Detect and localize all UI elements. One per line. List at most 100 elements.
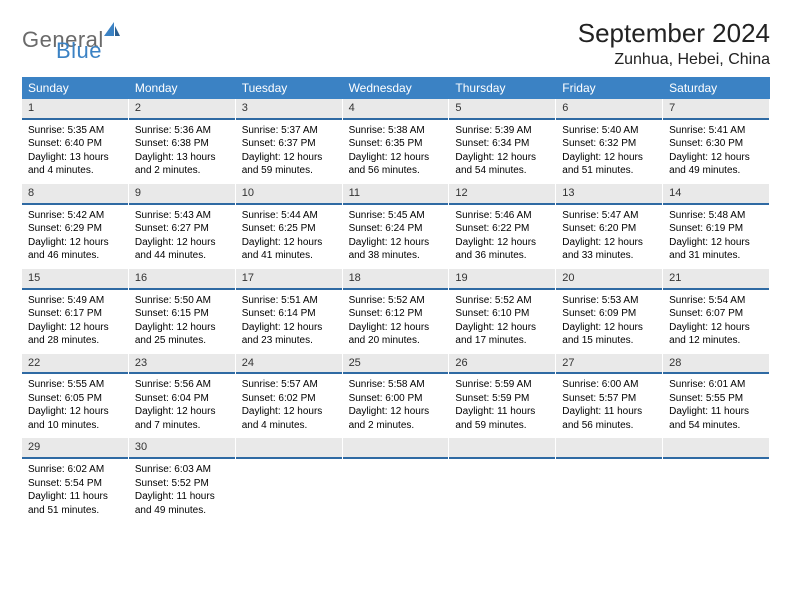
day-body: Sunrise: 5:41 AMSunset: 6:30 PMDaylight:… — [663, 120, 769, 184]
day-sunrise: Sunrise: 6:01 AM — [669, 378, 763, 392]
calendar-cell: 8Sunrise: 5:42 AMSunset: 6:29 PMDaylight… — [22, 184, 129, 269]
title-block: September 2024 Zunhua, Hebei, China — [578, 18, 770, 69]
calendar-cell: 22Sunrise: 5:55 AMSunset: 6:05 PMDayligh… — [22, 354, 129, 439]
calendar-cell: 19Sunrise: 5:52 AMSunset: 6:10 PMDayligh… — [449, 269, 556, 354]
day-day2: and 51 minutes. — [562, 164, 656, 178]
day-body: Sunrise: 5:46 AMSunset: 6:22 PMDaylight:… — [449, 205, 555, 269]
day-day1: Daylight: 12 hours — [349, 321, 443, 335]
day-body: Sunrise: 5:50 AMSunset: 6:15 PMDaylight:… — [129, 290, 235, 354]
day-body: Sunrise: 5:52 AMSunset: 6:12 PMDaylight:… — [343, 290, 449, 354]
day-sunset: Sunset: 6:24 PM — [349, 222, 443, 236]
day-body: Sunrise: 5:45 AMSunset: 6:24 PMDaylight:… — [343, 205, 449, 269]
day-sunrise: Sunrise: 5:59 AM — [455, 378, 549, 392]
day-number: 12 — [449, 184, 555, 205]
day-day2: and 56 minutes. — [349, 164, 443, 178]
day-number: 22 — [22, 354, 128, 375]
day-number: 5 — [449, 99, 555, 120]
day-day2: and 15 minutes. — [562, 334, 656, 348]
calendar-cell: 4Sunrise: 5:38 AMSunset: 6:35 PMDaylight… — [343, 99, 450, 184]
day-number: 29 — [22, 438, 128, 459]
day-number: 3 — [236, 99, 342, 120]
day-number: 30 — [129, 438, 235, 459]
logo-sail-icon — [102, 20, 122, 43]
day-body: Sunrise: 5:51 AMSunset: 6:14 PMDaylight:… — [236, 290, 342, 354]
calendar-cell — [236, 438, 343, 523]
day-day2: and 41 minutes. — [242, 249, 336, 263]
day-number — [449, 438, 555, 459]
day-body — [236, 459, 342, 519]
day-body: Sunrise: 5:40 AMSunset: 6:32 PMDaylight:… — [556, 120, 662, 184]
day-day1: Daylight: 12 hours — [242, 151, 336, 165]
location-label: Zunhua, Hebei, China — [578, 51, 770, 69]
calendar-cell: 25Sunrise: 5:58 AMSunset: 6:00 PMDayligh… — [343, 354, 450, 439]
day-day1: Daylight: 12 hours — [455, 236, 549, 250]
day-sunset: Sunset: 6:00 PM — [349, 392, 443, 406]
day-day2: and 2 minutes. — [135, 164, 229, 178]
day-day2: and 25 minutes. — [135, 334, 229, 348]
day-sunrise: Sunrise: 5:36 AM — [135, 124, 229, 138]
calendar-cell: 28Sunrise: 6:01 AMSunset: 5:55 PMDayligh… — [663, 354, 770, 439]
day-day2: and 20 minutes. — [349, 334, 443, 348]
day-sunset: Sunset: 6:29 PM — [28, 222, 122, 236]
day-sunset: Sunset: 6:35 PM — [349, 137, 443, 151]
day-number: 1 — [22, 99, 128, 120]
day-day1: Daylight: 11 hours — [28, 490, 122, 504]
day-body: Sunrise: 5:58 AMSunset: 6:00 PMDaylight:… — [343, 374, 449, 438]
day-sunset: Sunset: 5:54 PM — [28, 477, 122, 491]
day-day1: Daylight: 11 hours — [455, 405, 549, 419]
day-body: Sunrise: 5:47 AMSunset: 6:20 PMDaylight:… — [556, 205, 662, 269]
day-number: 24 — [236, 354, 342, 375]
day-sunset: Sunset: 6:22 PM — [455, 222, 549, 236]
day-sunset: Sunset: 6:38 PM — [135, 137, 229, 151]
calendar-cell: 3Sunrise: 5:37 AMSunset: 6:37 PMDaylight… — [236, 99, 343, 184]
calendar-cell: 21Sunrise: 5:54 AMSunset: 6:07 PMDayligh… — [663, 269, 770, 354]
calendar-cell: 15Sunrise: 5:49 AMSunset: 6:17 PMDayligh… — [22, 269, 129, 354]
day-day2: and 4 minutes. — [242, 419, 336, 433]
calendar-cell: 17Sunrise: 5:51 AMSunset: 6:14 PMDayligh… — [236, 269, 343, 354]
day-day1: Daylight: 11 hours — [669, 405, 763, 419]
day-day2: and 31 minutes. — [669, 249, 763, 263]
day-day1: Daylight: 12 hours — [562, 151, 656, 165]
weekday-header: Friday — [556, 77, 663, 99]
day-sunrise: Sunrise: 5:52 AM — [455, 294, 549, 308]
weekday-header: Thursday — [449, 77, 556, 99]
day-body: Sunrise: 5:37 AMSunset: 6:37 PMDaylight:… — [236, 120, 342, 184]
day-day1: Daylight: 11 hours — [135, 490, 229, 504]
weekday-header: Saturday — [663, 77, 770, 99]
day-sunrise: Sunrise: 5:43 AM — [135, 209, 229, 223]
day-sunset: Sunset: 5:52 PM — [135, 477, 229, 491]
day-sunset: Sunset: 6:02 PM — [242, 392, 336, 406]
calendar-cell — [663, 438, 770, 523]
day-sunset: Sunset: 6:40 PM — [28, 137, 122, 151]
day-number: 21 — [663, 269, 769, 290]
day-sunset: Sunset: 6:04 PM — [135, 392, 229, 406]
weekday-header: Tuesday — [236, 77, 343, 99]
day-number: 11 — [343, 184, 449, 205]
day-sunrise: Sunrise: 5:56 AM — [135, 378, 229, 392]
day-sunset: Sunset: 6:27 PM — [135, 222, 229, 236]
day-body: Sunrise: 6:03 AMSunset: 5:52 PMDaylight:… — [129, 459, 235, 523]
day-day2: and 17 minutes. — [455, 334, 549, 348]
day-sunrise: Sunrise: 5:42 AM — [28, 209, 122, 223]
day-body: Sunrise: 5:38 AMSunset: 6:35 PMDaylight:… — [343, 120, 449, 184]
day-number: 7 — [663, 99, 769, 120]
day-sunrise: Sunrise: 5:55 AM — [28, 378, 122, 392]
day-sunrise: Sunrise: 5:49 AM — [28, 294, 122, 308]
calendar-cell: 27Sunrise: 6:00 AMSunset: 5:57 PMDayligh… — [556, 354, 663, 439]
day-day1: Daylight: 12 hours — [349, 151, 443, 165]
day-day2: and 54 minutes. — [455, 164, 549, 178]
day-sunrise: Sunrise: 5:52 AM — [349, 294, 443, 308]
header: General Blue September 2024 Zunhua, Hebe… — [22, 18, 770, 69]
calendar-cell: 6Sunrise: 5:40 AMSunset: 6:32 PMDaylight… — [556, 99, 663, 184]
day-sunrise: Sunrise: 5:54 AM — [669, 294, 763, 308]
day-day1: Daylight: 12 hours — [349, 236, 443, 250]
day-day1: Daylight: 13 hours — [28, 151, 122, 165]
day-body: Sunrise: 5:43 AMSunset: 6:27 PMDaylight:… — [129, 205, 235, 269]
day-day1: Daylight: 12 hours — [242, 321, 336, 335]
day-body: Sunrise: 5:55 AMSunset: 6:05 PMDaylight:… — [22, 374, 128, 438]
day-day1: Daylight: 12 hours — [455, 151, 549, 165]
calendar-cell: 13Sunrise: 5:47 AMSunset: 6:20 PMDayligh… — [556, 184, 663, 269]
day-body: Sunrise: 5:35 AMSunset: 6:40 PMDaylight:… — [22, 120, 128, 184]
day-body: Sunrise: 5:42 AMSunset: 6:29 PMDaylight:… — [22, 205, 128, 269]
day-number: 28 — [663, 354, 769, 375]
